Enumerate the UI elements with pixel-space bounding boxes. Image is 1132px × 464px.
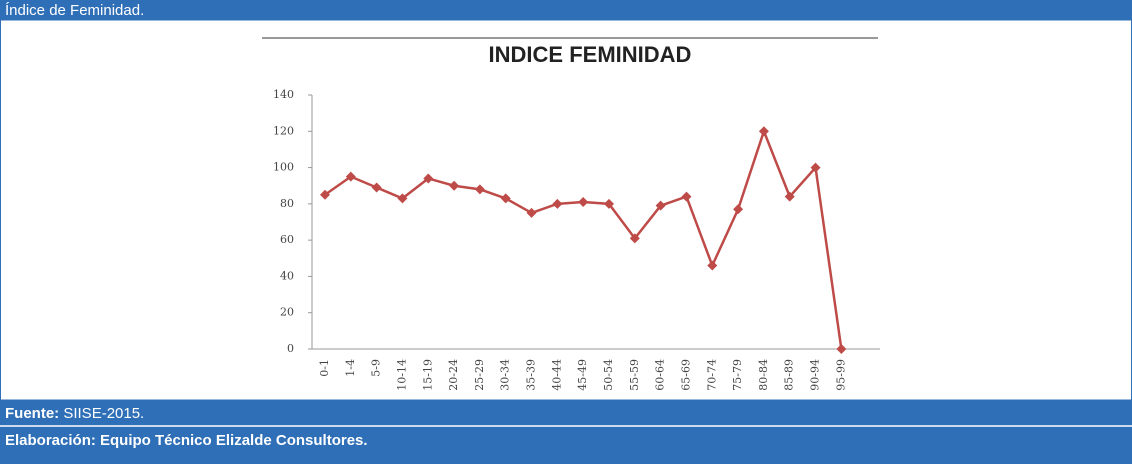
point [681,191,692,202]
point [784,191,795,202]
header-title: Índice de Feminidad. [5,2,144,19]
point [474,184,485,195]
x-tick-label: 55-59 [628,359,641,391]
source-label: Fuente: [5,405,59,422]
header-bar [0,0,1132,20]
y-tick-label: 140 [273,88,294,101]
x-tick-label: 15-19 [421,359,434,391]
point [707,260,718,271]
point [449,180,460,191]
x-tick-label: 90-94 [809,359,822,391]
point [836,344,847,354]
footer-bar [0,400,1132,464]
point [423,173,434,184]
x-tick-label: 85-89 [783,359,796,391]
x-tick-label: 0-1 [318,359,331,377]
y-tick-label: 20 [280,306,294,319]
y-tick-label: 0 [287,342,294,355]
point [578,197,589,208]
x-tick-label: 75-79 [731,359,744,391]
point [758,126,769,137]
point [345,171,356,182]
y-tick-label: 100 [273,161,294,174]
x-tick-label: 20-24 [447,359,460,391]
point [604,198,614,209]
footer-source: Fuente: SIISE-2015. [5,405,144,422]
y-tick-label: 40 [280,269,294,282]
point [552,198,563,209]
x-tick-label: 5-9 [370,359,383,377]
chart-title: INDICE FEMINIDAD [489,42,692,67]
x-tick-label: 30-34 [499,359,512,391]
point [629,233,640,244]
point [500,193,511,204]
x-tick-label: 25-29 [473,359,486,391]
x-tick-label: 80-84 [757,359,770,391]
x-tick-label: 50-54 [602,359,615,391]
point [655,200,666,211]
x-tick-label: 35-39 [525,359,538,391]
x-tick-label: 95-99 [834,359,847,391]
x-tick-label: 60-64 [654,359,667,391]
y-tick-label: 120 [273,124,294,137]
footer-credit: Elaboración: Equipo Técnico Elizalde Con… [5,432,368,449]
point [371,182,382,193]
point [810,162,821,173]
x-tick-label: 10-14 [395,359,408,391]
x-tick-label: 1-4 [344,359,357,377]
point [397,193,408,204]
x-tick-label: 45-49 [576,359,589,391]
point [733,204,744,215]
point [320,189,330,200]
source-text: SIISE-2015. [63,405,144,422]
x-tick-label: 70-74 [705,359,718,391]
point [526,207,537,218]
y-tick-label: 60 [280,233,294,246]
x-tick-label: 40-44 [550,359,563,391]
x-tick-label: 65-69 [679,359,692,391]
y-tick-label: 80 [280,197,294,210]
